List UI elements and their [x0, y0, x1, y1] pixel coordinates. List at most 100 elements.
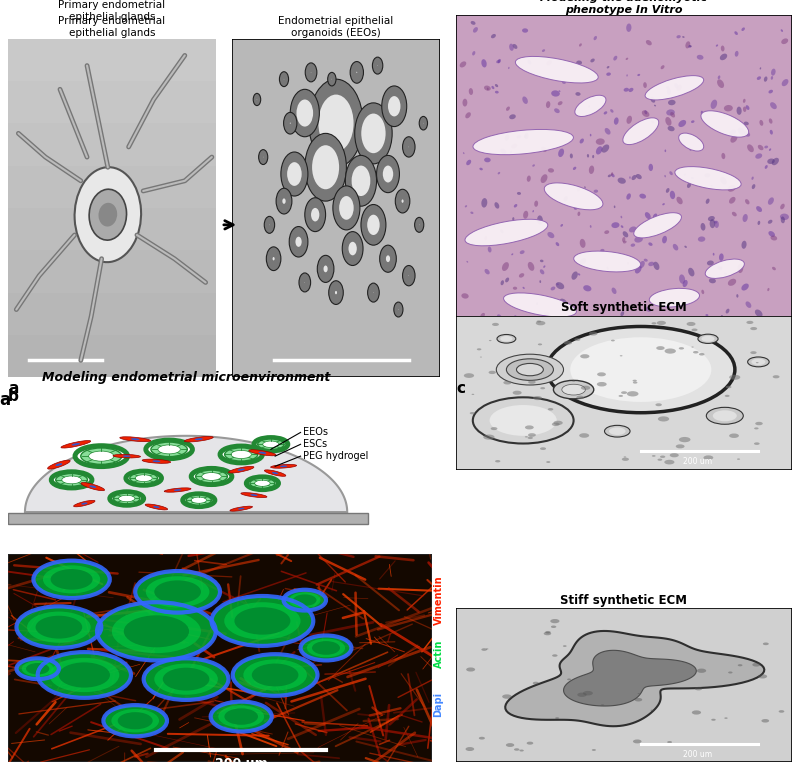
- Circle shape: [118, 495, 135, 502]
- Ellipse shape: [713, 253, 714, 256]
- Circle shape: [748, 357, 769, 367]
- Ellipse shape: [623, 118, 658, 145]
- Circle shape: [182, 494, 215, 507]
- Ellipse shape: [611, 173, 614, 177]
- Circle shape: [380, 245, 396, 273]
- Ellipse shape: [670, 171, 673, 175]
- Text: Dapi: Dapi: [434, 691, 443, 717]
- Circle shape: [755, 422, 762, 425]
- Ellipse shape: [463, 152, 465, 154]
- Circle shape: [778, 710, 784, 713]
- Circle shape: [354, 103, 392, 164]
- Ellipse shape: [500, 149, 506, 154]
- Circle shape: [402, 137, 415, 157]
- Ellipse shape: [522, 286, 525, 289]
- Ellipse shape: [769, 231, 775, 237]
- Circle shape: [729, 375, 740, 380]
- Circle shape: [691, 329, 698, 331]
- Ellipse shape: [596, 146, 602, 155]
- Ellipse shape: [541, 174, 547, 183]
- Ellipse shape: [679, 274, 685, 284]
- Ellipse shape: [589, 166, 594, 174]
- Circle shape: [555, 717, 559, 719]
- Ellipse shape: [718, 266, 722, 270]
- Ellipse shape: [513, 286, 517, 290]
- FancyBboxPatch shape: [8, 81, 216, 123]
- Circle shape: [540, 387, 545, 390]
- Ellipse shape: [767, 159, 774, 164]
- FancyBboxPatch shape: [8, 250, 216, 293]
- Ellipse shape: [752, 184, 755, 189]
- Ellipse shape: [494, 203, 499, 209]
- Circle shape: [489, 370, 496, 374]
- Ellipse shape: [772, 266, 776, 270]
- Ellipse shape: [508, 350, 512, 356]
- Circle shape: [333, 186, 360, 230]
- Circle shape: [126, 471, 162, 485]
- Circle shape: [146, 576, 210, 608]
- Ellipse shape: [772, 158, 779, 166]
- Circle shape: [633, 380, 637, 382]
- Ellipse shape: [61, 440, 90, 448]
- Ellipse shape: [563, 196, 568, 202]
- Circle shape: [464, 373, 474, 378]
- Ellipse shape: [624, 88, 629, 92]
- Ellipse shape: [578, 273, 580, 276]
- Circle shape: [548, 408, 554, 410]
- Text: 200 μm: 200 μm: [215, 757, 267, 770]
- Ellipse shape: [710, 99, 717, 109]
- Ellipse shape: [534, 200, 538, 207]
- Circle shape: [500, 336, 513, 342]
- Ellipse shape: [509, 357, 511, 360]
- Circle shape: [246, 477, 278, 490]
- Circle shape: [609, 427, 626, 435]
- Ellipse shape: [602, 145, 610, 152]
- Ellipse shape: [673, 244, 678, 250]
- Text: PEG hydrogel: PEG hydrogel: [302, 451, 368, 461]
- Circle shape: [693, 351, 698, 353]
- Ellipse shape: [734, 365, 740, 371]
- Ellipse shape: [618, 178, 626, 184]
- Circle shape: [26, 663, 50, 675]
- Ellipse shape: [472, 51, 475, 55]
- Ellipse shape: [89, 189, 126, 240]
- Circle shape: [402, 266, 415, 286]
- Circle shape: [633, 739, 642, 743]
- Ellipse shape: [738, 128, 746, 136]
- Circle shape: [486, 648, 489, 650]
- Text: EEOs: EEOs: [302, 427, 328, 437]
- Circle shape: [250, 478, 275, 488]
- Ellipse shape: [578, 212, 580, 216]
- Circle shape: [597, 382, 606, 387]
- Circle shape: [482, 648, 487, 651]
- Circle shape: [287, 162, 302, 186]
- Ellipse shape: [657, 356, 661, 360]
- Ellipse shape: [718, 75, 720, 79]
- Circle shape: [234, 608, 290, 634]
- Ellipse shape: [780, 213, 789, 220]
- Ellipse shape: [560, 224, 563, 226]
- Circle shape: [281, 152, 308, 196]
- Circle shape: [517, 363, 543, 376]
- Ellipse shape: [588, 105, 590, 108]
- Ellipse shape: [229, 467, 254, 473]
- Circle shape: [579, 434, 589, 438]
- Circle shape: [546, 326, 735, 413]
- Circle shape: [528, 437, 533, 439]
- Circle shape: [154, 664, 218, 695]
- Ellipse shape: [532, 210, 534, 213]
- Ellipse shape: [534, 329, 540, 336]
- Ellipse shape: [486, 335, 488, 339]
- Ellipse shape: [651, 120, 654, 124]
- Circle shape: [545, 631, 550, 634]
- Ellipse shape: [238, 469, 245, 470]
- Ellipse shape: [638, 363, 640, 366]
- Ellipse shape: [462, 293, 469, 299]
- Polygon shape: [25, 436, 347, 512]
- Circle shape: [483, 434, 494, 440]
- Ellipse shape: [606, 72, 611, 75]
- Ellipse shape: [541, 364, 545, 370]
- Ellipse shape: [547, 232, 554, 238]
- Ellipse shape: [238, 507, 245, 510]
- Circle shape: [191, 468, 232, 484]
